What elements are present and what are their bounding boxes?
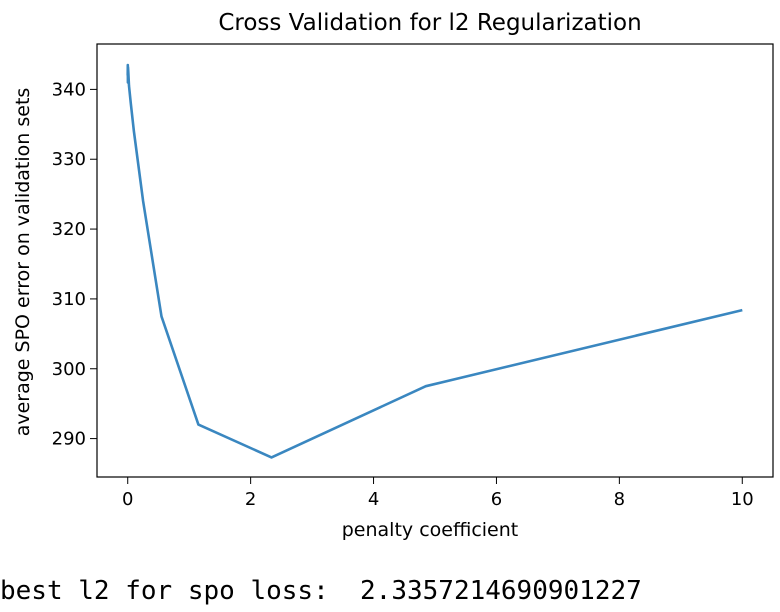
x-axis: 0 2 4 6 8 10 [122, 477, 754, 510]
y-tick-label: 310 [52, 289, 86, 310]
x-tick-label: 0 [122, 489, 133, 510]
y-axis: 290 300 310 320 330 340 [52, 79, 97, 450]
series-line [126, 63, 743, 459]
best-l2-output: best l2 for spo loss: 2.3357214690901227 [0, 576, 642, 606]
x-tick-label: 6 [491, 489, 502, 510]
y-tick-label: 330 [52, 149, 86, 170]
chart-title: Cross Validation for l2 Regularization [218, 10, 641, 36]
x-tick-label: 10 [731, 489, 754, 510]
y-tick-label: 340 [52, 79, 86, 100]
x-tick-label: 2 [245, 489, 256, 510]
series-layer [126, 63, 743, 459]
line-chart: Cross Validation for l2 Regularization 0… [12, 10, 774, 541]
plot-frame [96, 43, 774, 478]
y-axis-label: average SPO error on validation sets [12, 88, 34, 437]
x-axis-label: penalty coefficient [342, 519, 518, 541]
y-tick-label: 320 [52, 219, 86, 240]
y-tick-label: 300 [52, 359, 86, 380]
x-tick-label: 8 [614, 489, 625, 510]
y-tick-label: 290 [52, 429, 86, 450]
x-tick-label: 4 [368, 489, 379, 510]
